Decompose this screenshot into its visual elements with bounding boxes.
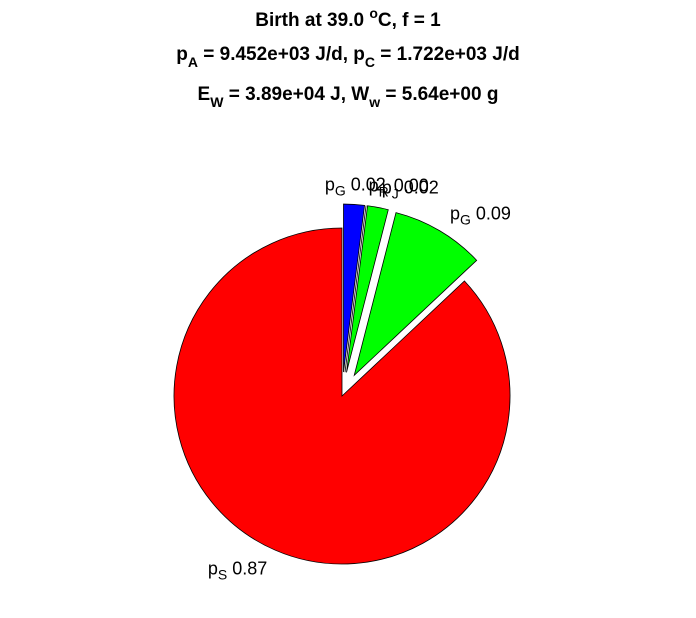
- title-text: p: [176, 44, 188, 65]
- title-subscript: w: [368, 94, 380, 110]
- label-name: p: [208, 559, 218, 579]
- title-subscript: A: [188, 54, 198, 70]
- title-text: E: [198, 84, 211, 105]
- title-text: = 9.452e+03 J/d, p: [198, 44, 365, 65]
- title-subscript: C: [365, 54, 375, 70]
- chart-title: pA​ = 9.452e+03 J/d, pC​ = 1.722e+03 J/d: [176, 44, 519, 70]
- title-superscript: o: [369, 5, 378, 21]
- slice-label: pG 0.09: [450, 203, 511, 227]
- label-subscript: R: [379, 184, 389, 200]
- pie-slice: [343, 203, 366, 373]
- label-subscript: S: [218, 567, 227, 583]
- label-value: 0.87: [232, 559, 267, 579]
- title-text: = 5.64e+00 g: [380, 84, 498, 105]
- label-subscript: G: [335, 182, 346, 198]
- label-subscript: J: [392, 186, 399, 202]
- slice-label: pR 0.00: [369, 176, 429, 200]
- label-name: p: [450, 203, 460, 223]
- label-name: p: [382, 178, 392, 198]
- label-subscript: G: [460, 211, 471, 227]
- title-text: = 3.89e+04 J, W: [223, 84, 369, 105]
- slice-label: pG 0.02: [325, 174, 386, 198]
- label-value: 0.09: [476, 203, 511, 223]
- slice-label: pJ 0.02: [382, 178, 439, 202]
- label-value: 0.02: [351, 174, 386, 194]
- label-name: p: [325, 174, 335, 194]
- slice-label: pS 0.87: [208, 559, 267, 583]
- title-subscript: W: [210, 94, 224, 110]
- label-value: 0.02: [404, 178, 439, 198]
- chart-title: EW​ = 3.89e+04 J, Ww​ = 5.64e+00 g: [198, 84, 499, 110]
- label-value: 0.00: [394, 176, 429, 196]
- pie-slice: [353, 212, 478, 377]
- title-text: Birth at 39.0: [255, 10, 369, 31]
- pie-slice: [173, 227, 511, 565]
- chart-title: Birth at 39.0 o​C, f = 1: [255, 5, 441, 31]
- label-name: p: [369, 176, 379, 196]
- pie-slice: [346, 205, 389, 373]
- title-text: = 1.722e+03 J/d: [375, 44, 520, 65]
- pie-slice: [344, 205, 367, 373]
- title-text: C, f = 1: [378, 10, 441, 31]
